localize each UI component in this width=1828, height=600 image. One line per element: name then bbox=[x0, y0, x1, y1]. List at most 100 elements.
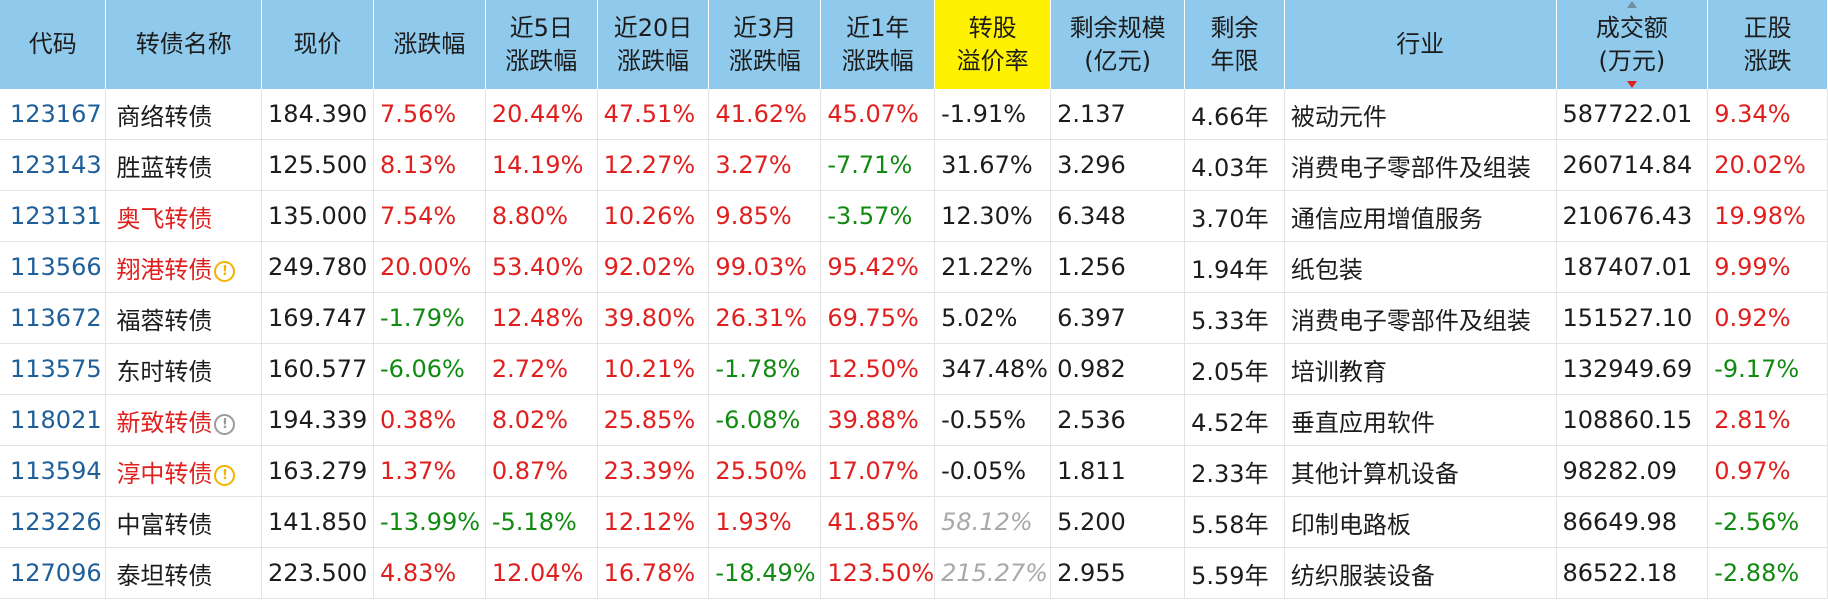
cell-name[interactable]: 中富转债 bbox=[105, 496, 263, 548]
cell-chg3m: 3.27% bbox=[708, 139, 822, 191]
column-header-label: 剩余规模 (亿元) bbox=[1069, 13, 1166, 75]
cell-name[interactable]: 淳中转债! bbox=[105, 445, 263, 497]
info-icon[interactable]: ! bbox=[214, 413, 236, 435]
cell-stock-chg: -9.17% bbox=[1707, 343, 1828, 395]
cell-name[interactable]: 翔港转债! bbox=[105, 241, 263, 293]
column-header-change-5d[interactable]: 近5日 涨跌幅 bbox=[485, 0, 598, 89]
column-header-conversion-premium[interactable]: 转股 溢价率 bbox=[934, 0, 1052, 89]
column-header-label: 转债名称 bbox=[135, 30, 232, 58]
cell-stock-chg: -2.56% bbox=[1707, 496, 1828, 548]
bond-name-text[interactable]: 东时转债 bbox=[116, 357, 213, 386]
cell-chg5: 14.19% bbox=[485, 139, 598, 191]
bond-name-text[interactable]: 翔港转债 bbox=[116, 255, 213, 284]
column-header-change-20d[interactable]: 近20日 涨跌幅 bbox=[597, 0, 710, 89]
cell-chg: 1.37% bbox=[373, 445, 486, 497]
cell-chg1y: 17.07% bbox=[820, 445, 936, 497]
table-row[interactable]: 113566 翔港转债! 249.780 20.00% 53.40% 92.02% 99.0… bbox=[0, 241, 1828, 293]
column-header-change-3m[interactable]: 近3月 涨跌幅 bbox=[708, 0, 822, 89]
cell-code[interactable]: 123226 bbox=[0, 496, 107, 548]
cell-chg1y: 12.50% bbox=[820, 343, 936, 395]
cell-size: 5.200 bbox=[1050, 496, 1186, 548]
column-header-remaining-size[interactable]: 剩余规模 (亿元) bbox=[1050, 0, 1186, 89]
cell-size: 6.397 bbox=[1050, 292, 1186, 344]
table-row[interactable]: 123167 商络转债 184.390 7.56% 20.44% 47.51% 41.62%… bbox=[0, 89, 1828, 140]
cell-stock-chg: -2.88% bbox=[1707, 547, 1828, 599]
cell-name[interactable]: 商络转债 bbox=[105, 89, 263, 140]
column-header-price[interactable]: 现价 bbox=[261, 0, 374, 89]
cell-chg: -1.79% bbox=[373, 292, 486, 344]
column-header-change-1y[interactable]: 近1年 涨跌幅 bbox=[820, 0, 936, 89]
cell-name[interactable]: 福蓉转债 bbox=[105, 292, 263, 344]
cell-turnover: 210676.43 bbox=[1556, 190, 1709, 242]
cell-chg3m: 1.93% bbox=[708, 496, 822, 548]
table-row[interactable]: 123131 奥飞转债 135.000 7.54% 8.80% 10.26% 9.85% -3… bbox=[0, 190, 1828, 242]
bond-name-text[interactable]: 中富转债 bbox=[116, 510, 213, 539]
column-header-stock-change[interactable]: 正股 涨跌 bbox=[1707, 0, 1828, 89]
warning-icon[interactable]: ! bbox=[214, 464, 236, 486]
bond-name-text[interactable]: 胜蓝转债 bbox=[116, 153, 213, 182]
bond-name-text[interactable]: 泰坦转债 bbox=[116, 561, 213, 590]
column-header-label: 代码 bbox=[28, 30, 77, 58]
cell-name[interactable]: 奥飞转债 bbox=[105, 190, 263, 242]
bond-name-text[interactable]: 福蓉转债 bbox=[116, 306, 213, 335]
cell-code[interactable]: 118021 bbox=[0, 394, 107, 446]
cell-industry: 消费电子零部件及组装 bbox=[1284, 292, 1557, 344]
cell-price: 169.747 bbox=[261, 292, 374, 344]
cell-chg20: 10.26% bbox=[597, 190, 710, 242]
column-header-code[interactable]: 代码 bbox=[0, 0, 107, 89]
cell-name[interactable]: 胜蓝转债 bbox=[105, 139, 263, 191]
cell-chg1y: -3.57% bbox=[820, 190, 936, 242]
cell-code[interactable]: 123131 bbox=[0, 190, 107, 242]
cell-chg20: 39.80% bbox=[597, 292, 710, 344]
cell-chg: -13.99% bbox=[373, 496, 486, 548]
cell-years: 5.58年 bbox=[1184, 496, 1285, 548]
cell-code[interactable]: 113566 bbox=[0, 241, 107, 293]
column-header-industry[interactable]: 行业 bbox=[1284, 0, 1557, 89]
cell-chg3m: 9.85% bbox=[708, 190, 822, 242]
bond-name-text[interactable]: 新致转债 bbox=[116, 408, 213, 437]
cell-code[interactable]: 113594 bbox=[0, 445, 107, 497]
cell-chg: 7.54% bbox=[373, 190, 486, 242]
column-header-label: 现价 bbox=[293, 30, 342, 58]
cell-chg1y: 45.07% bbox=[820, 89, 936, 140]
cell-chg: -6.06% bbox=[373, 343, 486, 395]
cell-industry: 印制电路板 bbox=[1284, 496, 1557, 548]
cell-code[interactable]: 113672 bbox=[0, 292, 107, 344]
cell-industry: 被动元件 bbox=[1284, 89, 1557, 140]
sort-ascending-icon[interactable] bbox=[1626, 1, 1637, 8]
cell-size: 2.955 bbox=[1050, 547, 1186, 599]
column-header-bond-name[interactable]: 转债名称 bbox=[105, 0, 263, 89]
warning-icon[interactable]: ! bbox=[214, 260, 236, 282]
bond-name-text[interactable]: 奥飞转债 bbox=[116, 204, 213, 233]
bond-name-text[interactable]: 商络转债 bbox=[116, 102, 213, 131]
cell-chg3m: 25.50% bbox=[708, 445, 822, 497]
column-header-remaining-years[interactable]: 剩余 年限 bbox=[1184, 0, 1285, 89]
table-row[interactable]: 123143 胜蓝转债 125.500 8.13% 14.19% 12.27% 3.27% -… bbox=[0, 139, 1828, 191]
cell-price: 125.500 bbox=[261, 139, 374, 191]
cell-size: 1.256 bbox=[1050, 241, 1186, 293]
table-row[interactable]: 118021 新致转债! 194.339 0.38% 8.02% 25.85% -6.08%… bbox=[0, 394, 1828, 446]
cell-code[interactable]: 113575 bbox=[0, 343, 107, 395]
table-row[interactable]: 113594 淳中转债! 163.279 1.37% 0.87% 23.39% 25.50%… bbox=[0, 445, 1828, 497]
table-row[interactable]: 127096 泰坦转债 223.500 4.83% 12.04% 16.78% -18.49… bbox=[0, 547, 1828, 599]
cell-premium: 5.02% bbox=[934, 292, 1052, 344]
column-header-change[interactable]: 涨跌幅 bbox=[373, 0, 486, 89]
column-header-turnover[interactable]: 成交额 (万元) bbox=[1556, 0, 1709, 89]
cell-code[interactable]: 123143 bbox=[0, 139, 107, 191]
table-row[interactable]: 113575 东时转债 160.577 -6.06% 2.72% 10.21% -1.78%… bbox=[0, 343, 1828, 395]
cell-name[interactable]: 泰坦转债 bbox=[105, 547, 263, 599]
cell-code[interactable]: 123167 bbox=[0, 89, 107, 140]
bond-name-text[interactable]: 淳中转债 bbox=[116, 459, 213, 488]
sort-descending-icon[interactable] bbox=[1626, 81, 1637, 88]
table-row[interactable]: 123226 中富转债 141.850 -13.99% -5.18% 12.12% 1.93… bbox=[0, 496, 1828, 548]
cell-chg5: 53.40% bbox=[485, 241, 598, 293]
cell-code[interactable]: 127096 bbox=[0, 547, 107, 599]
cell-size: 2.137 bbox=[1050, 89, 1186, 140]
cell-stock-chg: 19.98% bbox=[1707, 190, 1828, 242]
cell-name[interactable]: 新致转债! bbox=[105, 394, 263, 446]
cell-name[interactable]: 东时转债 bbox=[105, 343, 263, 395]
cell-chg3m: -18.49% bbox=[708, 547, 822, 599]
cell-turnover: 86649.98 bbox=[1556, 496, 1709, 548]
table-row[interactable]: 113672 福蓉转债 169.747 -1.79% 12.48% 39.80% 26.31… bbox=[0, 292, 1828, 344]
cell-chg5: 2.72% bbox=[485, 343, 598, 395]
